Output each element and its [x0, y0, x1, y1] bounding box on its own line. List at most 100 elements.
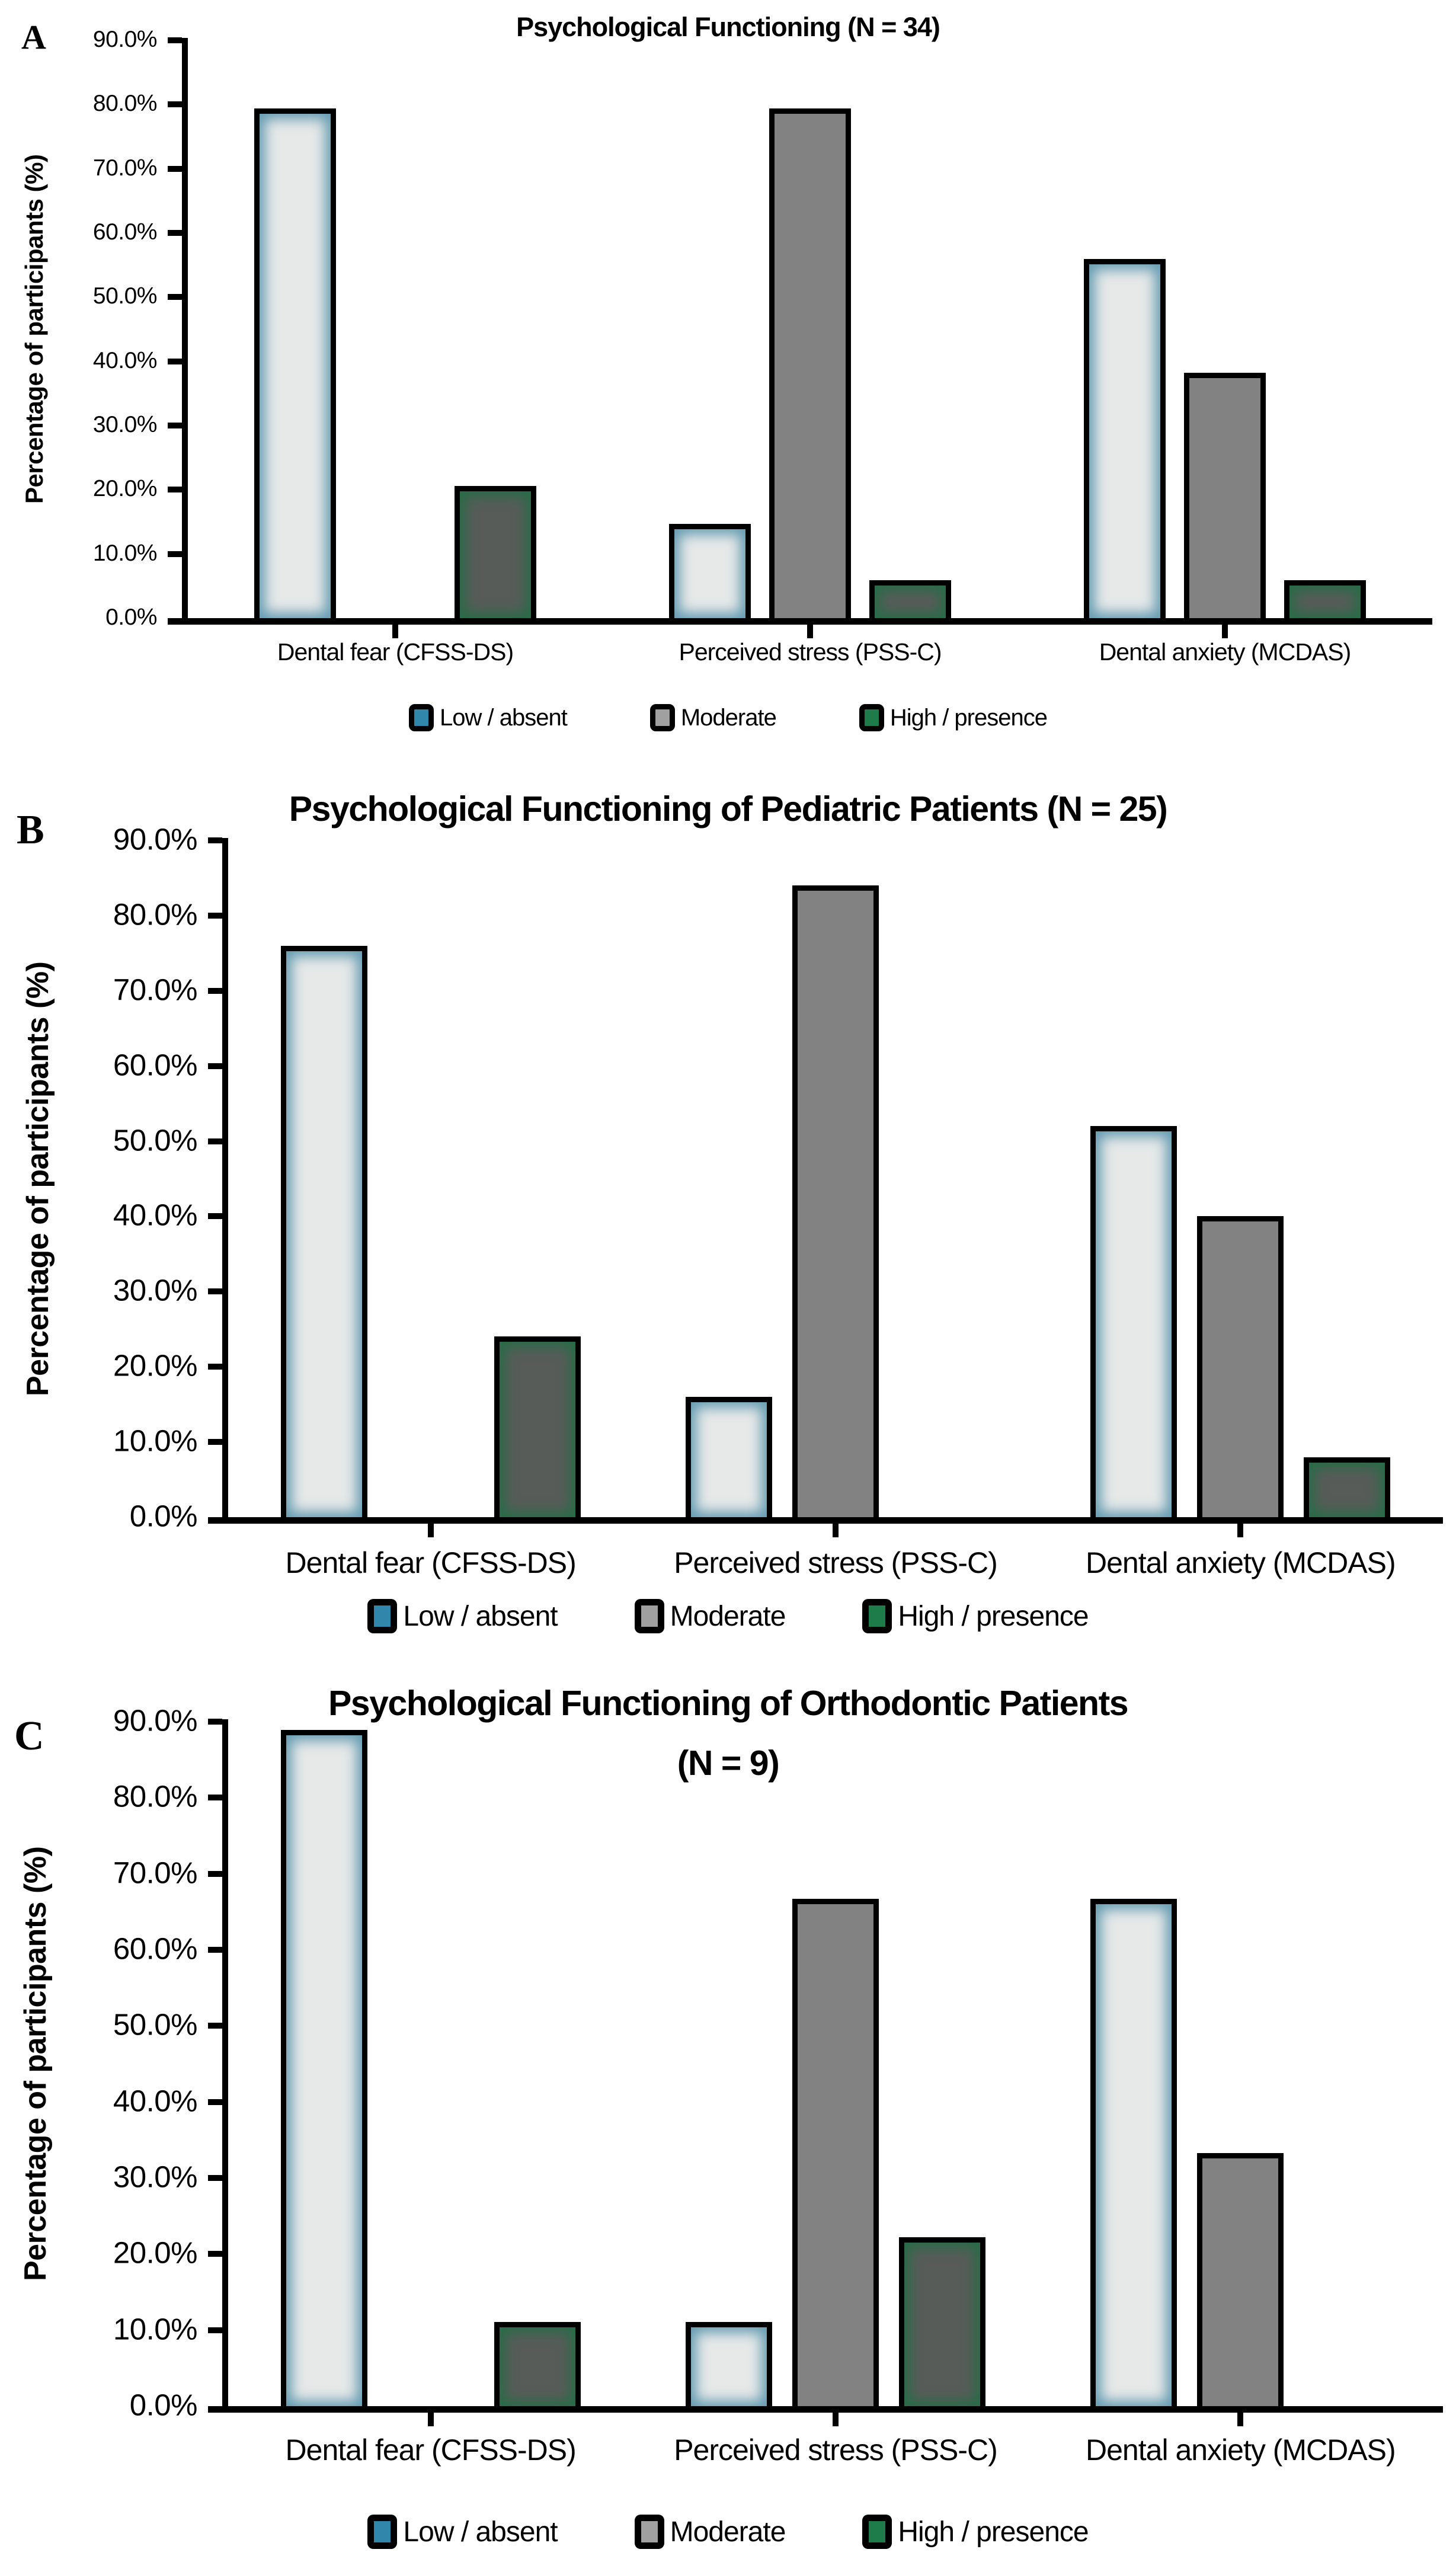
- y-tick-label: 90.0%: [113, 822, 198, 856]
- bar-slot: [388, 1722, 474, 2406]
- bar-moderate: [792, 885, 879, 1517]
- legend: Low / absent Moderate High / presence: [0, 704, 1456, 731]
- y-tick-mark: [168, 423, 182, 429]
- bar-slot: [494, 840, 581, 1517]
- bar-high: [869, 580, 951, 618]
- legend-marker-moderate: [649, 704, 675, 731]
- y-tick-label: 70.0%: [92, 155, 158, 181]
- bar-moderate: [792, 1899, 879, 2406]
- y-tick-label: 0.0%: [105, 604, 157, 630]
- legend-item: High / presence: [862, 2515, 1089, 2549]
- bar-slot: [1304, 840, 1391, 1517]
- bar-slot: [1084, 40, 1166, 618]
- y-tick-mark: [168, 294, 182, 300]
- y-tick-mark: [208, 1439, 222, 1445]
- legend-label: High / presence: [889, 704, 1048, 731]
- bar-slot: [1184, 40, 1266, 618]
- y-axis-title: Percentage of participants (%): [21, 961, 55, 1396]
- y-tick-label: 50.0%: [113, 1123, 198, 1157]
- y-tick-mark: [168, 487, 182, 493]
- category-axis-labels: Dental fear (CFSS-DS) Perceived stress (P…: [188, 638, 1432, 666]
- x-tick-mark: [832, 1523, 839, 1537]
- plot-groups: [188, 40, 1432, 638]
- bar-low: [1084, 259, 1166, 618]
- x-tick-mark: [807, 624, 813, 638]
- category-label: Dental anxiety (MCDAS): [1086, 2433, 1396, 2467]
- category-label: Dental anxiety (MCDAS): [1099, 638, 1352, 666]
- legend-item: Moderate: [649, 704, 777, 731]
- bar-slot: [685, 1722, 772, 2406]
- bar-high: [1304, 1457, 1391, 1517]
- bar-low: [280, 1730, 367, 2406]
- y-tick-label: 30.0%: [92, 411, 158, 437]
- y-tick-mark: [208, 837, 222, 843]
- category-axis-labels: Dental fear (CFSS-DS) Perceived stress (P…: [228, 2434, 1443, 2467]
- category-group: [228, 840, 633, 1537]
- y-tick-label: 80.0%: [113, 1779, 198, 1813]
- legend-marker-moderate: [634, 2515, 664, 2549]
- y-tick-label: 20.0%: [113, 1348, 198, 1383]
- y-tick-label: 60.0%: [113, 1931, 198, 1966]
- legend-item: Low / absent: [367, 1599, 558, 1633]
- plot-area: 0.0% 10.0% 20.0% 30.0% 40.0% 50.0% 60.0% 70.0% 8…: [113, 1705, 1443, 2426]
- bar-high: [494, 2321, 581, 2406]
- y-tick-label: 30.0%: [113, 1273, 198, 1307]
- y-tick-mark: [168, 37, 182, 43]
- category-label: Perceived stress (PSS-C): [679, 638, 942, 666]
- y-tick-mark: [208, 1947, 222, 1953]
- y-tick-mark: [168, 101, 182, 108]
- x-axis-line: [168, 618, 1432, 625]
- legend-label: Moderate: [670, 2516, 786, 2548]
- legend-label: Low / absent: [440, 704, 568, 731]
- y-tick-mark: [208, 1213, 222, 1220]
- y-tick-label: 10.0%: [113, 1424, 198, 1458]
- bar-slot: [455, 40, 536, 618]
- category-label: Dental fear (CFSS-DS): [285, 1546, 577, 1579]
- bar-moderate: [1184, 373, 1266, 618]
- y-axis-title: Percentage of participants (%): [18, 1846, 53, 2282]
- y-tick-label: 10.0%: [92, 540, 158, 566]
- legend-label: High / presence: [898, 2516, 1089, 2548]
- bar-slot: [1090, 840, 1177, 1517]
- bar-high: [898, 2237, 985, 2406]
- legend-label: Moderate: [680, 704, 777, 731]
- y-tick-label: 40.0%: [113, 1198, 198, 1232]
- category-group: [1038, 840, 1443, 1537]
- category-group: [633, 1722, 1038, 2426]
- bar-slot: [280, 1722, 367, 2406]
- y-tick-mark: [208, 2175, 222, 2181]
- legend-marker-low: [409, 704, 434, 731]
- bar-slot: [1284, 40, 1366, 618]
- category-label: Dental fear (CFSS-DS): [277, 638, 514, 666]
- legend-item: High / presence: [862, 1599, 1089, 1633]
- bar-high: [494, 1336, 581, 1517]
- bar-low: [280, 945, 367, 1517]
- y-tick-mark: [208, 2251, 222, 2257]
- y-tick-mark: [168, 230, 182, 236]
- plot-groups: [228, 1722, 1443, 2426]
- y-tick-label: 60.0%: [92, 219, 158, 245]
- legend-label: High / presence: [898, 1600, 1089, 1632]
- y-tick-mark: [208, 1364, 222, 1370]
- bar-slot: [792, 1722, 879, 2406]
- chart-title: Psychological Functioning of Pediatric P…: [289, 789, 1168, 829]
- category-label: Perceived stress (PSS-C): [674, 1546, 998, 1579]
- bar-slot: [1197, 1722, 1284, 2406]
- bar-low: [685, 2321, 772, 2406]
- y-tick-mark: [208, 1719, 222, 1725]
- y-tick-mark: [208, 2099, 222, 2105]
- legend-marker-low: [367, 1599, 398, 1633]
- bar-slot: [792, 840, 879, 1517]
- y-axis-line: [182, 38, 188, 625]
- bar-slot: [1304, 1722, 1390, 2406]
- legend-marker-low: [367, 2515, 398, 2549]
- x-tick-mark: [1222, 624, 1228, 638]
- bar-moderate: [1197, 2152, 1284, 2406]
- x-axis-line: [208, 2406, 1443, 2413]
- plot-area: 0.0% 10.0% 20.0% 30.0% 40.0% 50.0% 60.0% 70.0% 8…: [93, 28, 1432, 638]
- y-tick-label: 60.0%: [113, 1048, 198, 1082]
- legend: Low / absent Moderate High / presence: [0, 1599, 1456, 1633]
- bar-low: [669, 523, 751, 618]
- legend-item: Moderate: [634, 2515, 786, 2549]
- category-group: [188, 40, 603, 638]
